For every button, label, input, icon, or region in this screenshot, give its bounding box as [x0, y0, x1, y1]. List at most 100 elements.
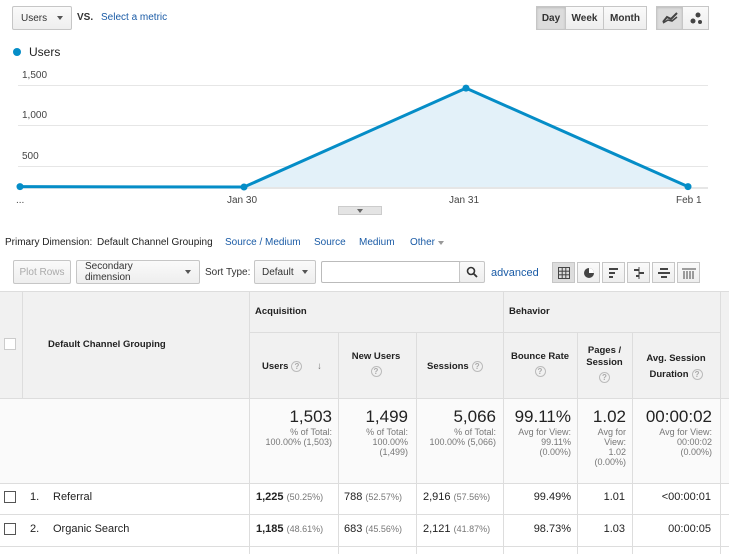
view-pivot-button[interactable]: [677, 262, 700, 283]
secondary-dimension-select[interactable]: Secondary dimension: [76, 260, 200, 284]
totals-pages-session: 1.02 Avg for View: 1.02 (0.00%): [579, 407, 626, 467]
period-day-button[interactable]: Day: [536, 6, 566, 30]
view-comparison-button[interactable]: [627, 262, 650, 283]
column-header-avg-session-duration[interactable]: Avg. Session Duration?: [636, 351, 716, 383]
help-icon: ?: [534, 366, 546, 377]
view-performance-button[interactable]: [602, 262, 625, 283]
advanced-search-link[interactable]: advanced: [491, 267, 539, 279]
column-header-users[interactable]: Users? ↓: [262, 361, 322, 373]
totals-sub: (1,499): [379, 447, 408, 457]
column-header-new-users-label: New Users: [351, 351, 401, 362]
metric-select[interactable]: Users: [12, 6, 72, 30]
totals-sub: Avg for View:: [659, 427, 712, 437]
row-checkbox[interactable]: [4, 523, 16, 535]
totals-new-users: 1,499 % of Total: 100.00% (1,499): [340, 407, 408, 457]
row-channel-link[interactable]: Referral: [53, 491, 93, 503]
row-users-value: 1,185: [256, 523, 284, 535]
row-checkbox[interactable]: [4, 491, 16, 503]
secondary-dimension-label: Secondary dimension: [85, 261, 133, 283]
view-table-button[interactable]: [552, 262, 575, 283]
totals-sub: % of Total:: [290, 427, 332, 437]
view-pie-button[interactable]: [577, 262, 600, 283]
row-sessions: 2,916 (57.56%): [423, 491, 490, 503]
totals-sub: View:: [604, 437, 626, 447]
users-series-line: [19, 86, 689, 189]
totals-sub: (0.00%): [539, 447, 571, 457]
view-term-cloud-button[interactable]: [652, 262, 675, 283]
totals-sessions: 5,066 % of Total: 100.00% (5,066): [418, 407, 496, 447]
row-users-pct: (48.61%): [286, 524, 324, 534]
users-line-chart: [16, 84, 708, 191]
row-sessions-pct: (41.87%): [453, 524, 491, 534]
legend-dot-icon: [13, 48, 21, 56]
y-tick-label: 500: [22, 151, 39, 162]
row-users-value: 1,225: [256, 491, 284, 503]
users-data-point[interactable]: [16, 183, 24, 191]
chevron-down-icon: [302, 270, 308, 274]
totals-sub: 00:00:02: [676, 437, 712, 447]
dimension-link-medium[interactable]: Medium: [359, 237, 395, 248]
x-tick-label: Jan 31: [449, 195, 480, 206]
users-data-point[interactable]: [684, 183, 692, 191]
y-tick-label: 1,000: [22, 110, 48, 121]
row-new-users: 683 (45.56%): [344, 523, 402, 535]
table-search-input[interactable]: [321, 261, 460, 283]
select-metric-link[interactable]: Select a metric: [101, 12, 168, 23]
bar-chart-icon: [608, 267, 618, 278]
chart-collapse-handle[interactable]: [338, 206, 382, 215]
sort-type-label: Sort Type:: [205, 267, 251, 278]
sort-type-select[interactable]: Default: [254, 260, 316, 284]
grid-icon: [557, 266, 570, 279]
row-sessions-value: 2,121: [423, 523, 451, 535]
column-header-pages-session[interactable]: Pages / Session ?: [581, 345, 628, 383]
search-button[interactable]: [459, 261, 485, 283]
x-tick-label: Feb 1: [676, 195, 702, 206]
motion-chart-view-button[interactable]: [682, 6, 709, 30]
totals-users: 1,503 % of Total: 100.00% (1,503): [252, 407, 332, 447]
chevron-down-icon: [185, 270, 191, 274]
dimension-link-source-medium[interactable]: Source / Medium: [225, 237, 301, 248]
column-header-new-users[interactable]: New Users ?: [344, 351, 408, 377]
help-icon: ?: [599, 372, 610, 383]
column-header-sessions-label: Sessions: [427, 361, 469, 373]
column-header-avg-session-duration-label: Avg. Session Duration: [646, 353, 706, 380]
row-new-users: 788 (52.57%): [344, 491, 402, 503]
totals-value: 1,503: [289, 407, 332, 426]
totals-sub: % of Total:: [366, 427, 408, 437]
column-header-pages-session-label: Pages / Session: [586, 345, 623, 368]
help-icon: ?: [471, 361, 483, 372]
row-avg-session-duration: <00:00:01: [661, 491, 711, 503]
chart-legend: Users: [13, 45, 60, 59]
users-data-point[interactable]: [240, 183, 248, 191]
sort-arrow-down-icon: ↓: [317, 361, 322, 373]
x-tick-label: ...: [16, 195, 25, 206]
select-all-checkbox[interactable]: [4, 338, 16, 350]
row-index: 2.: [30, 523, 40, 535]
behavior-group-header: Behavior: [509, 306, 550, 317]
row-users: 1,225 (50.25%): [256, 491, 323, 503]
dimension-link-source[interactable]: Source: [314, 237, 346, 248]
metric-select-label: Users: [21, 12, 48, 24]
row-index: 1.: [30, 491, 40, 503]
totals-sub: (0.00%): [594, 457, 626, 467]
x-tick-label: Jan 30: [227, 195, 258, 206]
chevron-down-icon: [57, 16, 63, 20]
dimension-link-other[interactable]: Other: [410, 237, 445, 248]
row-new-users-pct: (52.57%): [365, 492, 402, 502]
row-channel-link[interactable]: Organic Search: [53, 523, 130, 535]
totals-value: 5,066: [453, 407, 496, 426]
totals-value: 00:00:02: [645, 407, 712, 426]
line-chart-icon: [661, 12, 678, 24]
plot-rows-button[interactable]: Plot Rows: [13, 260, 71, 284]
totals-row-bg: [0, 398, 729, 483]
totals-sub: % of Total:: [454, 427, 496, 437]
column-header-sessions[interactable]: Sessions?: [427, 361, 483, 373]
totals-sub: 100.00% (1,503): [265, 437, 332, 447]
bubble-chart-icon: [690, 12, 702, 24]
users-data-point[interactable]: [462, 84, 470, 92]
column-header-bounce-rate[interactable]: Bounce Rate ?: [505, 351, 575, 377]
period-month-button[interactable]: Month: [603, 6, 647, 30]
row-new-users-value: 788: [344, 491, 363, 503]
term-cloud-icon: [657, 267, 670, 278]
acquisition-group-header: Acquisition: [255, 306, 307, 317]
